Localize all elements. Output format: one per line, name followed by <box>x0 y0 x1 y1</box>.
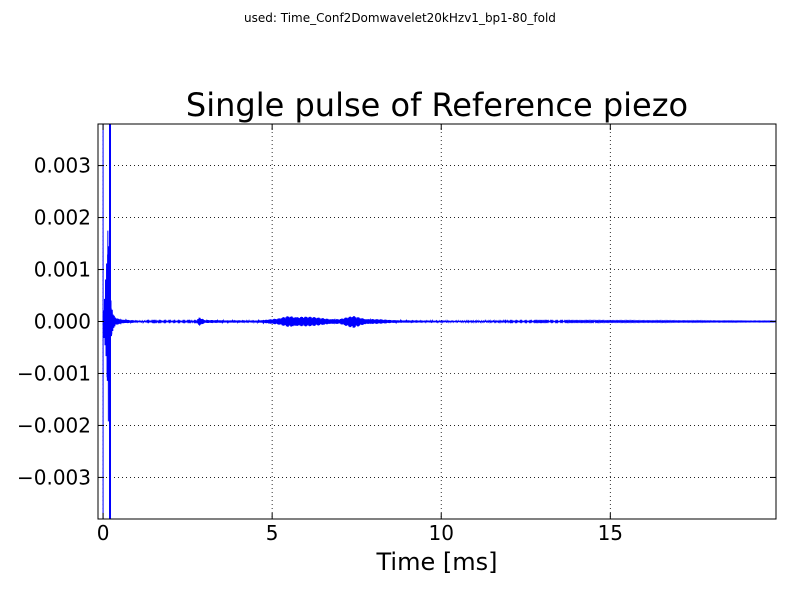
y-tick-label: 0.002 <box>34 206 91 230</box>
y-tick-label: 0.003 <box>34 154 91 178</box>
y-tick-label: −0.003 <box>17 465 91 489</box>
y-tick-label: −0.001 <box>17 361 91 385</box>
x-tick-label: 5 <box>266 521 279 545</box>
x-tick-label: 0 <box>97 521 110 545</box>
y-tick-label: −0.002 <box>17 413 91 437</box>
chart-title: Single pulse of Reference piezo <box>186 86 688 124</box>
y-tick-label: 0.001 <box>34 258 91 282</box>
x-tick-label: 10 <box>429 521 454 545</box>
series-line <box>102 230 777 422</box>
y-tick-label: 0.000 <box>34 310 91 334</box>
figure-suptitle: used: Time_Conf2Domwavelet20kHzv1_bp1-80… <box>244 11 556 25</box>
x-axis-label: Time [ms] <box>376 548 498 576</box>
axis-ticks: 0 5 10 15 0.003 0.002 0.001 0.000 −0.001 −0.002 −0… <box>17 124 776 545</box>
x-tick-label: 15 <box>598 521 623 545</box>
plot-area <box>98 124 777 519</box>
